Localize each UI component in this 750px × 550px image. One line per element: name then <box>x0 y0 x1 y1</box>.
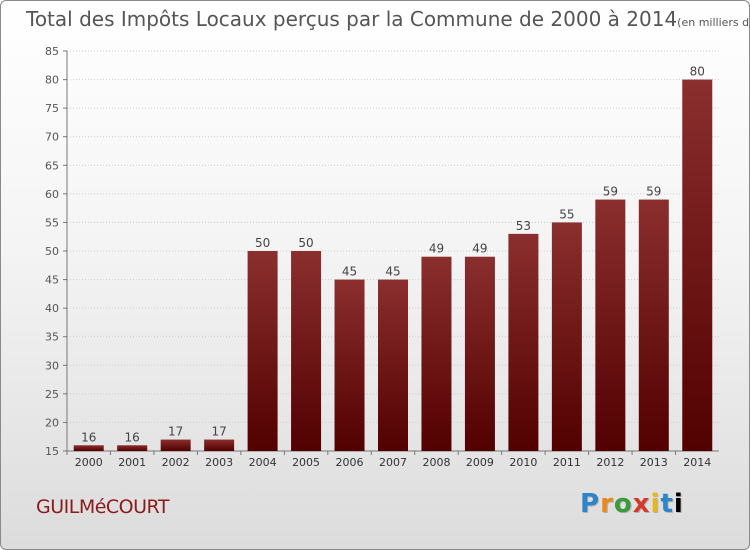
y-tick-label: 50 <box>45 245 59 258</box>
data-label: 17 <box>211 425 226 439</box>
data-label: 49 <box>472 242 487 256</box>
commune-name: GUILMéCOURT <box>36 496 169 518</box>
y-tick-label: 35 <box>45 331 59 344</box>
y-tick-label: 25 <box>45 388 59 401</box>
x-tick-label: 2003 <box>205 456 233 469</box>
x-tick-label: 2010 <box>509 456 537 469</box>
x-tick-label: 2009 <box>466 456 494 469</box>
x-tick-label: 2012 <box>596 456 624 469</box>
bar <box>595 199 626 451</box>
bar <box>117 445 148 451</box>
y-tick-label: 65 <box>45 159 59 172</box>
bar <box>204 439 235 451</box>
x-tick-label: 2007 <box>379 456 407 469</box>
bar <box>247 251 278 451</box>
bar <box>551 222 582 451</box>
proxiti-logo: Proxiti <box>580 489 684 519</box>
data-label: 45 <box>342 265 357 279</box>
x-tick-label: 2004 <box>249 456 277 469</box>
data-label: 59 <box>603 185 618 199</box>
chart-title: Total des Impôts Locaux perçus par la Co… <box>26 7 678 31</box>
y-tick-label: 70 <box>45 131 59 144</box>
logo-letter: i <box>650 489 661 519</box>
bar <box>638 199 669 451</box>
bar <box>73 445 104 451</box>
data-label: 50 <box>255 236 270 250</box>
x-tick-label: 2000 <box>75 456 103 469</box>
logo-letter: i <box>673 489 684 519</box>
y-tick-label: 80 <box>45 74 59 87</box>
logo-letter: P <box>580 489 601 519</box>
y-tick-label: 85 <box>45 45 59 58</box>
data-label: 45 <box>385 265 400 279</box>
x-tick-label: 2008 <box>422 456 450 469</box>
logo-letter: t <box>660 489 674 519</box>
bar <box>291 251 322 451</box>
y-tick-label: 20 <box>45 416 59 429</box>
data-label: 53 <box>516 219 531 233</box>
x-tick-label: 2005 <box>292 456 320 469</box>
x-tick-label: 2014 <box>683 456 711 469</box>
logo-letter: x <box>632 489 651 519</box>
data-label: 17 <box>168 425 183 439</box>
bar <box>421 256 452 451</box>
x-tick-label: 2006 <box>336 456 364 469</box>
bar <box>508 233 539 451</box>
x-tick-label: 2011 <box>553 456 581 469</box>
bar <box>334 279 365 451</box>
y-tick-label: 30 <box>45 359 59 372</box>
x-tick-label: 2002 <box>162 456 190 469</box>
data-label: 16 <box>81 430 96 444</box>
chart-title-block: Total des Impôts Locaux perçus par la Co… <box>26 7 750 31</box>
logo-letter: o <box>613 489 633 519</box>
data-label: 55 <box>559 207 574 221</box>
y-tick-label: 75 <box>45 102 59 115</box>
y-tick-label: 15 <box>45 445 59 458</box>
y-tick-label: 45 <box>45 274 59 287</box>
data-label: 16 <box>125 430 140 444</box>
x-tick-label: 2001 <box>118 456 146 469</box>
y-tick-label: 60 <box>45 188 59 201</box>
chart-subtitle: (en milliers d'€) <box>677 16 750 29</box>
bar <box>160 439 191 451</box>
x-tick-label: 2013 <box>640 456 668 469</box>
logo-letter: r <box>600 489 614 519</box>
data-label: 50 <box>298 236 313 250</box>
bar <box>378 279 408 451</box>
bar <box>464 256 495 451</box>
bar <box>682 79 713 452</box>
data-label: 49 <box>429 242 444 256</box>
data-label: 80 <box>690 65 705 79</box>
data-label: 59 <box>646 185 661 199</box>
y-tick-label: 55 <box>45 216 59 229</box>
y-tick-label: 40 <box>45 302 59 315</box>
